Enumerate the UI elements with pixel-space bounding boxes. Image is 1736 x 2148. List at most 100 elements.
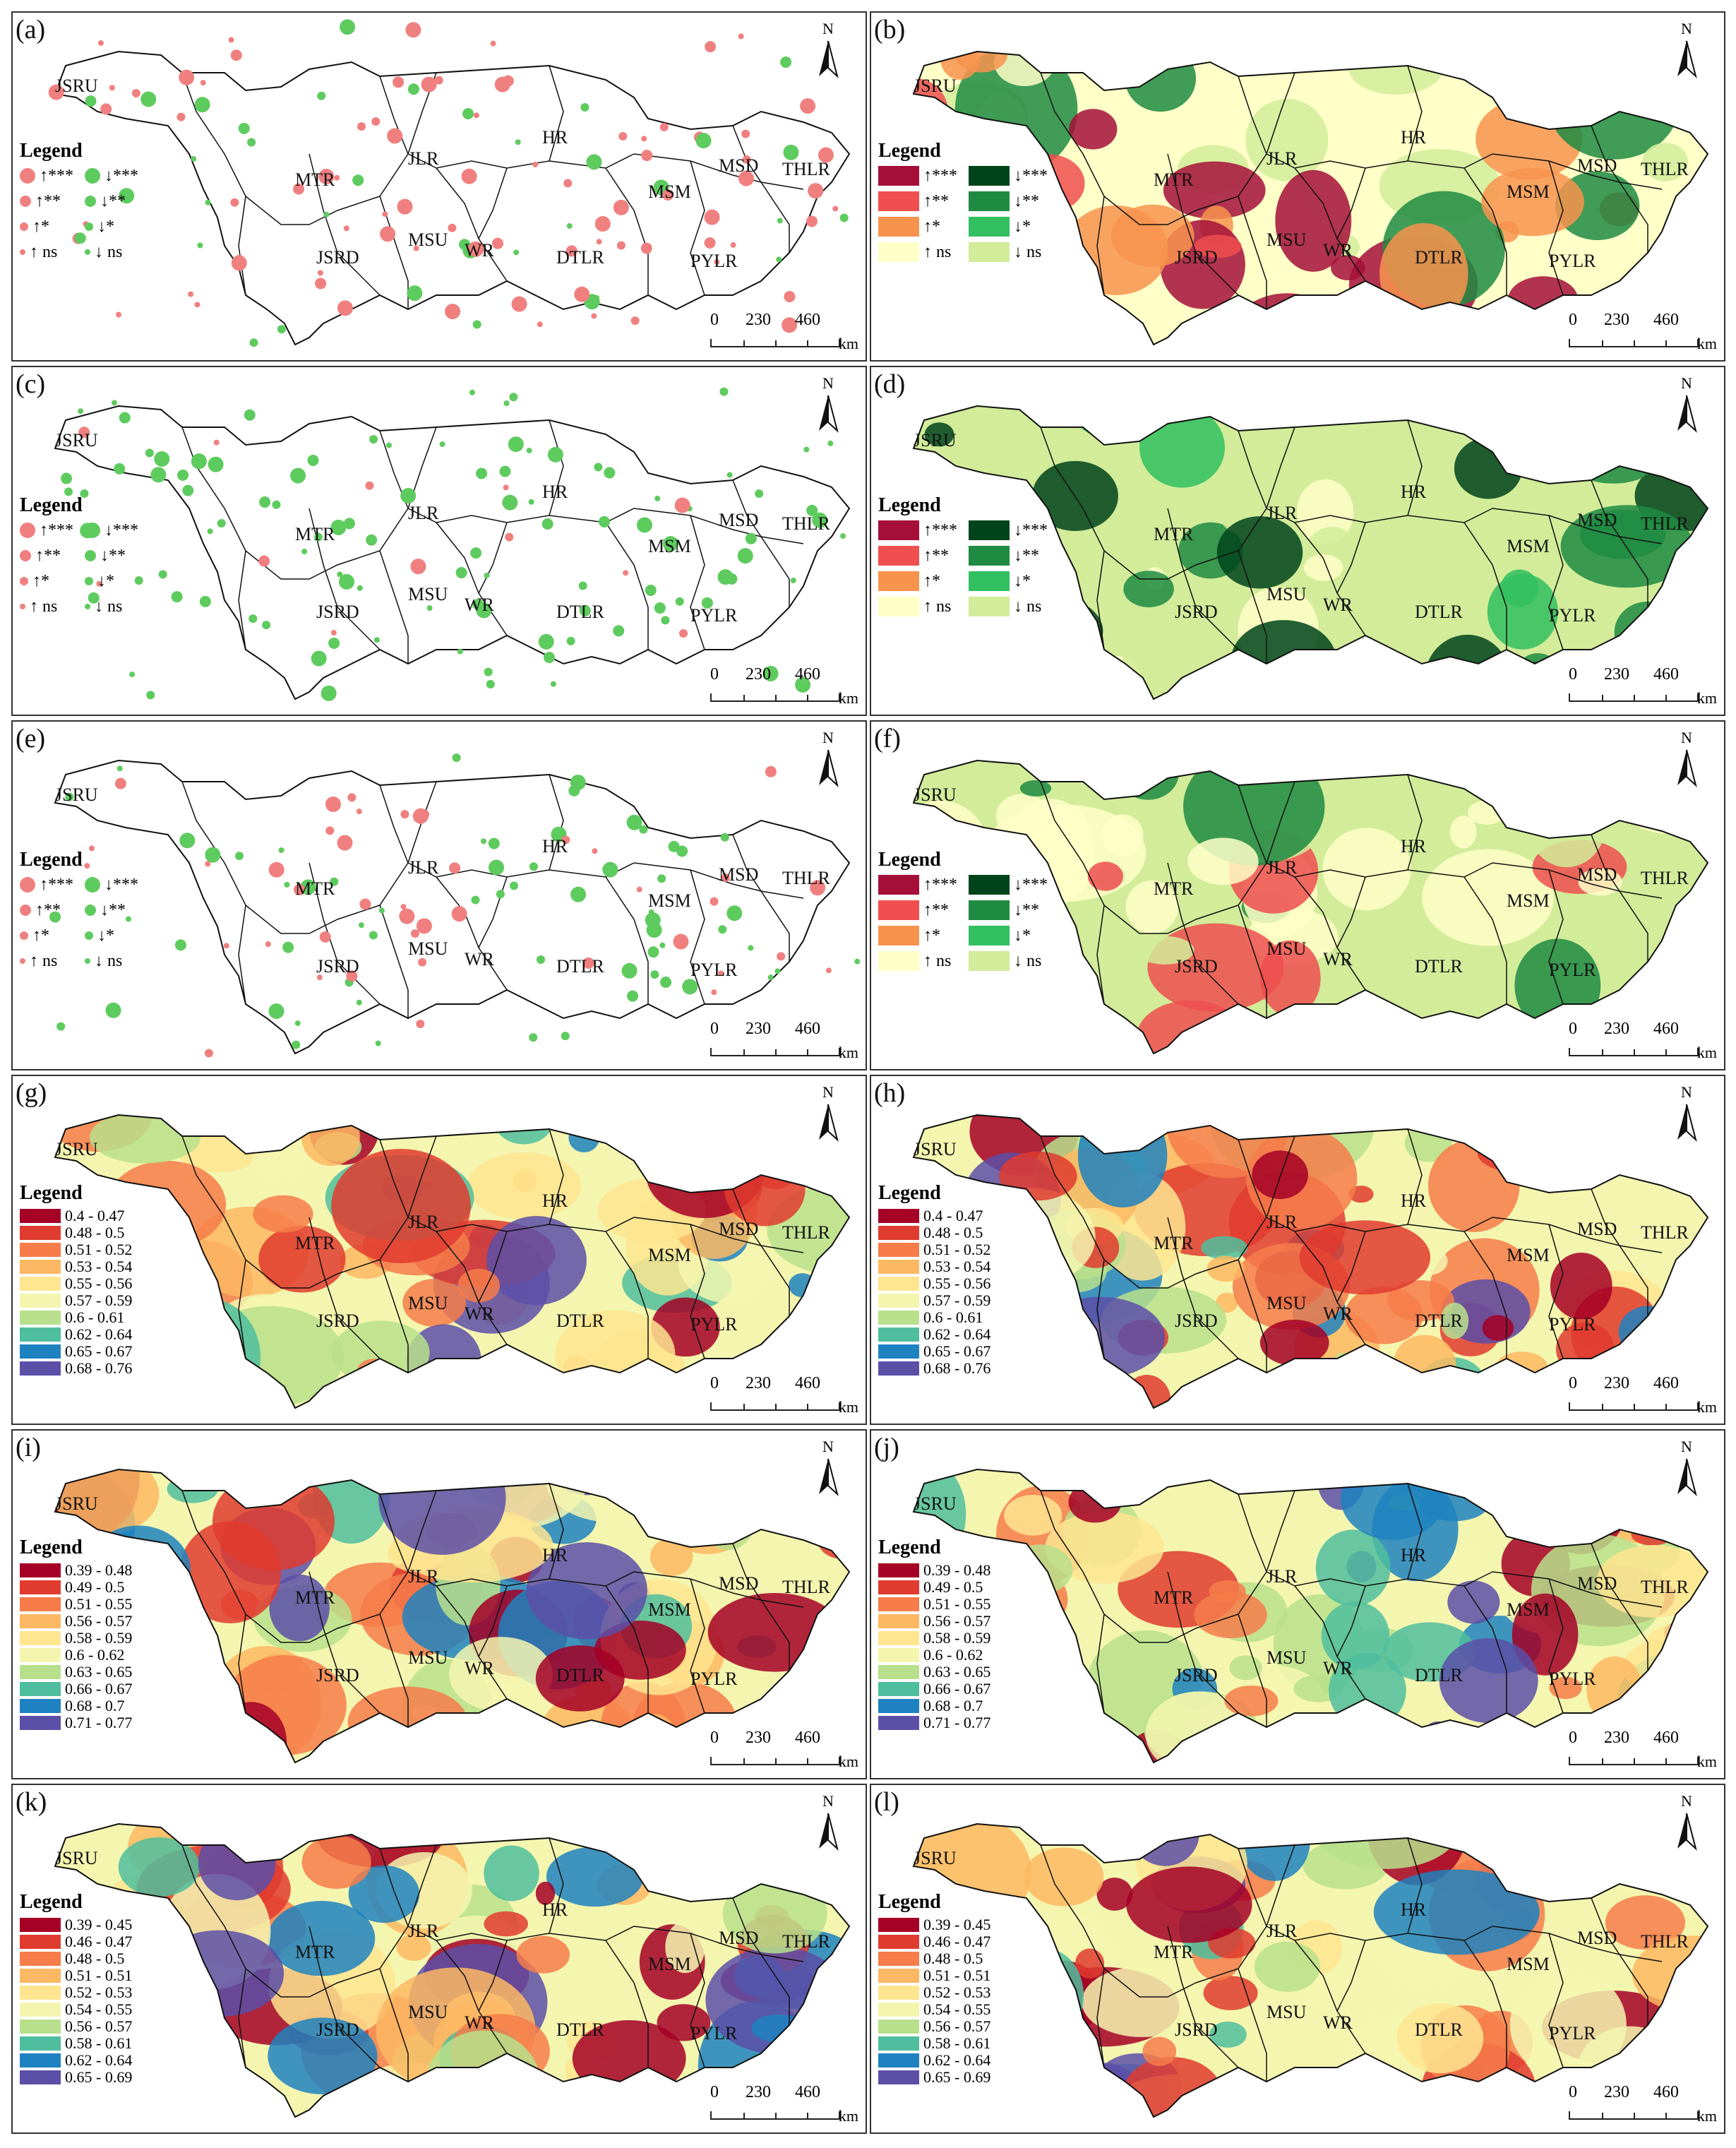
station-dot bbox=[806, 504, 818, 516]
legend-title: Legend bbox=[20, 1891, 83, 1913]
subbasin-boundary bbox=[1294, 1585, 1366, 1700]
north-arrow: N bbox=[1669, 1438, 1704, 1508]
legend-class: 0.62 - 0.64 bbox=[878, 1325, 990, 1343]
raster-patch bbox=[546, 1846, 644, 1907]
subbasin-boundary bbox=[478, 1231, 508, 1303]
panel-letter: (l) bbox=[874, 1787, 899, 1817]
subbasin-boundary bbox=[181, 781, 246, 1005]
station-dot bbox=[188, 291, 194, 297]
station-dot bbox=[343, 225, 349, 232]
region-label-dtlr: DTLR bbox=[1415, 602, 1463, 622]
raster-patch bbox=[789, 1273, 817, 1298]
subbasin-boundary bbox=[1336, 876, 1366, 948]
subbasin-boundary bbox=[690, 1224, 705, 1359]
raster-patch bbox=[1586, 1656, 1643, 1724]
subbasin-boundary bbox=[1407, 1483, 1423, 1580]
station-dot bbox=[594, 215, 611, 232]
raster-patch bbox=[206, 1703, 234, 1723]
station-dot bbox=[468, 241, 484, 257]
north-label: N bbox=[1681, 1792, 1692, 1810]
subbasin-boundary bbox=[605, 1231, 649, 1359]
region-label-hr: HR bbox=[1401, 127, 1427, 148]
raster-patch bbox=[636, 1714, 676, 1758]
legend-up-item: ↑ ns bbox=[20, 241, 73, 263]
raster-patch bbox=[1163, 161, 1266, 220]
station-dot bbox=[231, 255, 247, 271]
region-label-jsru: JSRU bbox=[55, 1139, 98, 1159]
raster-patch bbox=[535, 1881, 556, 1905]
raster-patch bbox=[1077, 1115, 1168, 1208]
station-dot bbox=[234, 852, 244, 861]
subbasin-boundary bbox=[732, 1188, 762, 1246]
region-label-msm: MSM bbox=[648, 1245, 691, 1265]
subbasin-boundary bbox=[1407, 774, 1423, 871]
station-dot bbox=[294, 883, 306, 895]
station-dot bbox=[387, 128, 403, 144]
legend-class: 0.51 - 0.55 bbox=[878, 1595, 990, 1613]
region-label-msu: MSU bbox=[408, 229, 448, 250]
region-label-msd: MSD bbox=[1577, 1928, 1617, 1948]
station-dot bbox=[356, 809, 362, 815]
region-label-msu: MSU bbox=[1267, 229, 1307, 250]
legend-class: 0.6 - 0.61 bbox=[20, 1308, 132, 1326]
station-dot bbox=[330, 629, 337, 636]
north-arrow-icon bbox=[819, 40, 839, 79]
legend-down-item: ↓ ns bbox=[969, 950, 1048, 972]
scale-bar: 0 230 460 km bbox=[1569, 1374, 1717, 1416]
station-dot bbox=[366, 534, 378, 546]
station-dot bbox=[191, 453, 207, 470]
region-label-thlr: THLR bbox=[1641, 513, 1689, 534]
scale-label: 460 bbox=[1653, 665, 1679, 684]
subbasin-boundary bbox=[379, 784, 635, 878]
panel-letter: (k) bbox=[16, 1787, 47, 1817]
region-label-dtlr: DTLR bbox=[1415, 956, 1463, 977]
station-dot bbox=[49, 911, 61, 923]
scale-unit: km bbox=[1696, 689, 1717, 707]
station-dot bbox=[704, 237, 716, 249]
station-dot bbox=[472, 598, 484, 610]
region-label-jlr: JLR bbox=[1267, 857, 1298, 878]
legend-class: 0.51 - 0.55 bbox=[20, 1595, 132, 1613]
subbasin-boundary bbox=[1548, 1933, 1564, 2068]
station-dot bbox=[61, 472, 73, 484]
map-panel-k: JSRU MTR JLR HR MSU WR JSRD DTLR PYLR MSM MSD THLR (… bbox=[11, 1784, 867, 2134]
legend-class: 0.49 - 0.5 bbox=[20, 1578, 132, 1596]
subbasin-boundary bbox=[1463, 522, 1507, 650]
scale-label: 460 bbox=[795, 1374, 820, 1392]
station-dot bbox=[418, 957, 427, 967]
subbasin-boundary bbox=[1040, 1135, 1105, 1359]
raster-patch bbox=[1259, 1319, 1329, 1366]
legend-up-item: ↑ ns bbox=[20, 596, 73, 617]
raster-patch bbox=[1123, 1374, 1171, 1408]
region-label-jsru: JSRU bbox=[914, 430, 957, 451]
raster-patch bbox=[1365, 314, 1391, 342]
subbasin-boundary bbox=[407, 1844, 437, 1927]
raster-patch bbox=[1579, 509, 1666, 559]
subbasin-boundary bbox=[1492, 862, 1663, 899]
legend-down-item: ↓* bbox=[969, 925, 1048, 946]
station-dot bbox=[238, 122, 250, 134]
legend-up-item: ↑ ns bbox=[878, 596, 957, 617]
station-dot bbox=[65, 792, 74, 801]
subbasin-boundary bbox=[1463, 167, 1507, 295]
basin-outline bbox=[54, 405, 851, 700]
station-dot bbox=[131, 89, 140, 98]
legend-class: 0.68 - 0.7 bbox=[878, 1697, 990, 1714]
legend-class: 0.58 - 0.59 bbox=[878, 1629, 990, 1647]
map-panel-h: JSRU MTR JLR HR MSU WR JSRD DTLR PYLR MSM MSD THLR (… bbox=[870, 1075, 1725, 1425]
raster-patch bbox=[212, 1472, 335, 1570]
station-dot bbox=[854, 958, 861, 965]
region-label-jsru: JSRU bbox=[55, 784, 98, 805]
legend-down-item: ↓** bbox=[969, 900, 1048, 921]
legend-class: 0.6 - 0.62 bbox=[20, 1646, 132, 1664]
raster-patch bbox=[1187, 837, 1259, 885]
region-label-mtr: MTR bbox=[1154, 1233, 1194, 1253]
subbasin-boundary bbox=[1040, 1844, 1105, 2068]
raster-patch bbox=[1194, 234, 1242, 258]
region-label-pylr: PYLR bbox=[690, 1669, 738, 1689]
raster-patch bbox=[467, 1152, 582, 1219]
station-dot bbox=[290, 467, 306, 484]
scale-label: 230 bbox=[746, 311, 771, 329]
region-label-dtlr: DTLR bbox=[1415, 1665, 1463, 1685]
station-dot bbox=[116, 765, 123, 772]
